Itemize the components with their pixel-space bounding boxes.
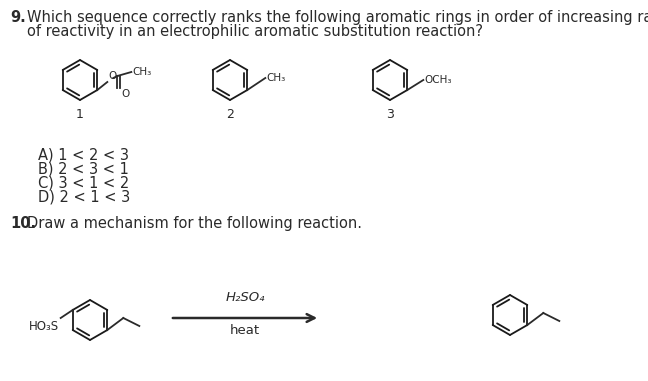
Text: A) 1 < 2 < 3: A) 1 < 2 < 3: [38, 148, 129, 163]
Text: Which sequence correctly ranks the following aromatic rings in order of increasi: Which sequence correctly ranks the follo…: [27, 10, 648, 25]
Text: CH₃: CH₃: [266, 73, 286, 83]
Text: O: O: [121, 89, 130, 99]
Text: 10.: 10.: [10, 216, 36, 231]
Text: 2: 2: [226, 108, 234, 121]
Text: of reactivity in an electrophilic aromatic substitution reaction?: of reactivity in an electrophilic aromat…: [27, 24, 483, 39]
Text: C) 3 < 1 < 2: C) 3 < 1 < 2: [38, 176, 129, 191]
Text: OCH₃: OCH₃: [424, 75, 452, 85]
Text: 9.: 9.: [10, 10, 26, 25]
Text: 1: 1: [76, 108, 84, 121]
Text: 3: 3: [386, 108, 394, 121]
Text: D) 2 < 1 < 3: D) 2 < 1 < 3: [38, 190, 130, 205]
Text: heat: heat: [230, 324, 260, 337]
Text: CH₃: CH₃: [132, 67, 152, 77]
Text: H₂SO₄: H₂SO₄: [226, 291, 265, 304]
Text: HO₃S: HO₃S: [29, 320, 59, 333]
Text: O: O: [108, 71, 117, 81]
Text: B) 2 < 3 < 1: B) 2 < 3 < 1: [38, 162, 129, 177]
Text: Draw a mechanism for the following reaction.: Draw a mechanism for the following react…: [27, 216, 362, 231]
